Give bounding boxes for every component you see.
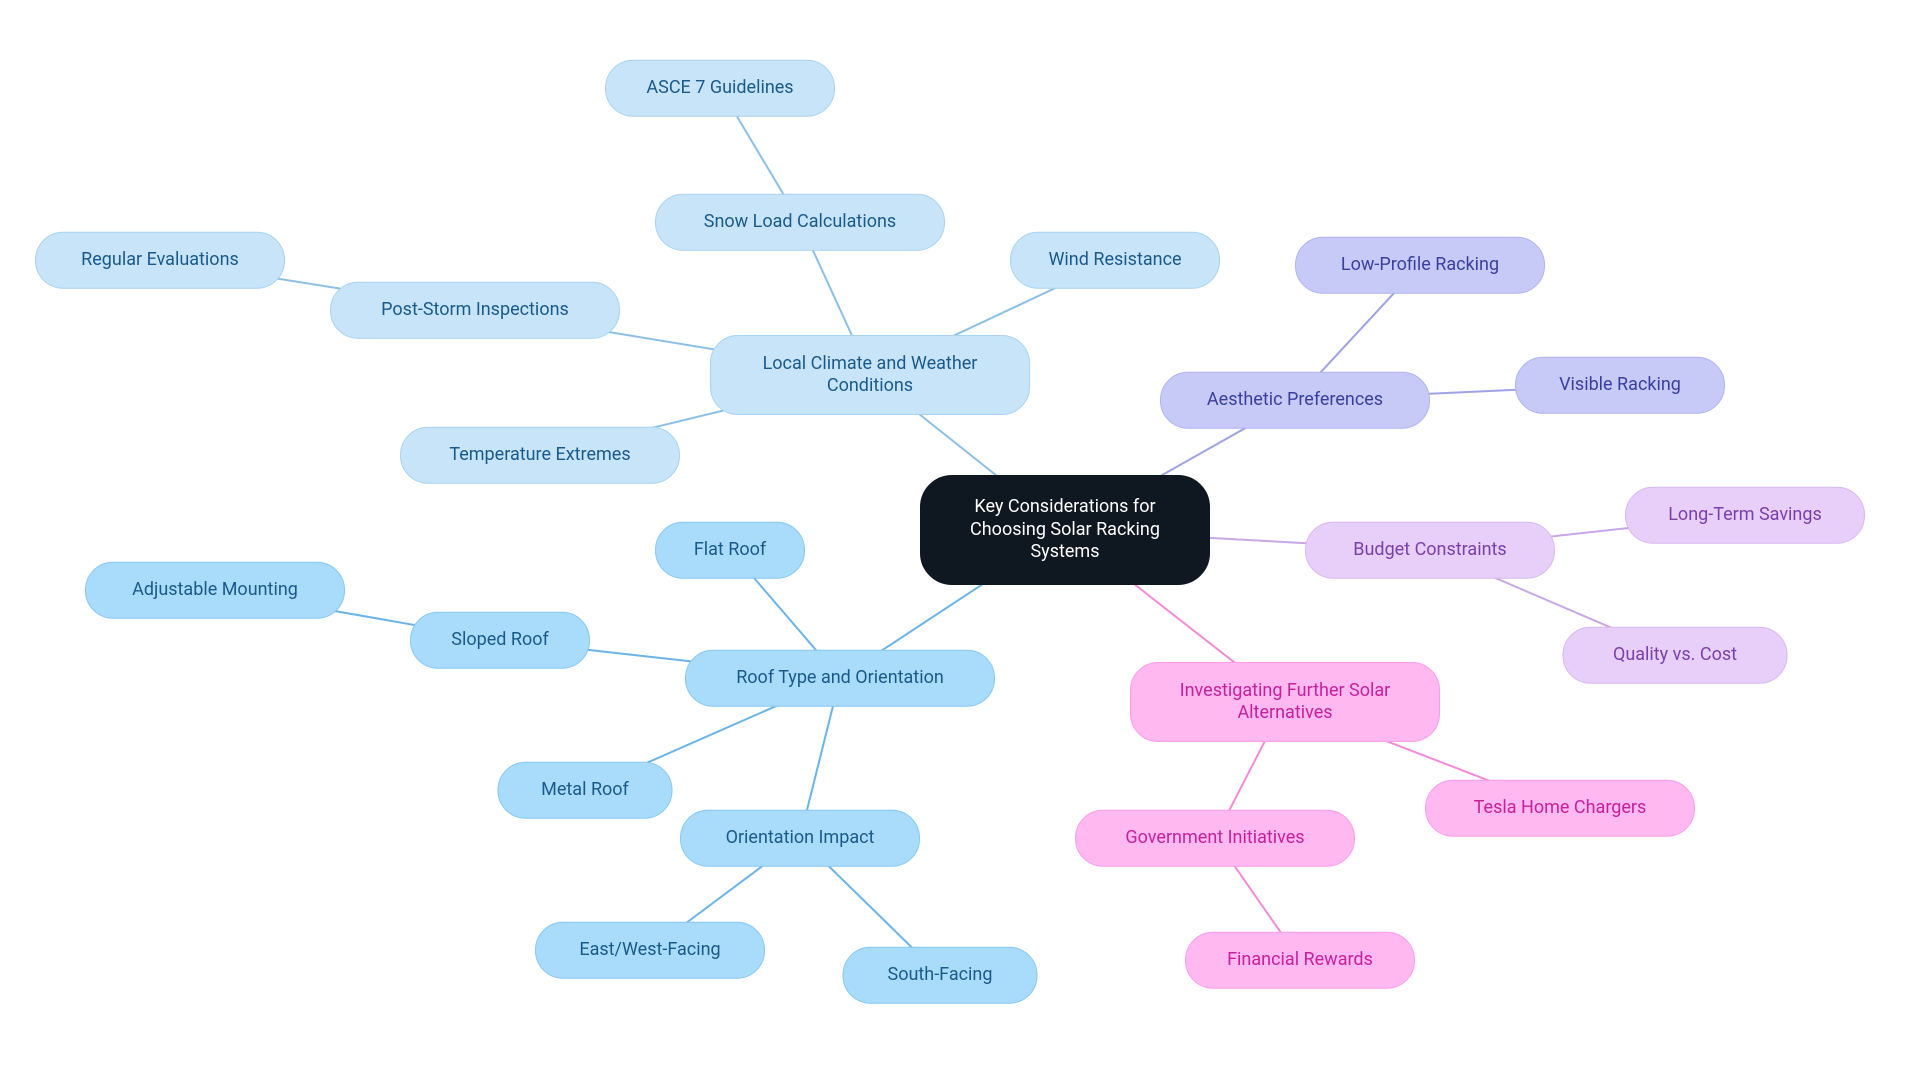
node-label: Orientation Impact xyxy=(726,827,875,850)
node-label: Post-Storm Inspections xyxy=(381,299,569,322)
node-label: ASCE 7 Guidelines xyxy=(646,77,793,100)
node-label: Metal Roof xyxy=(541,779,629,802)
node-sloped: Sloped Roof xyxy=(410,612,590,669)
node-label: Key Considerations for Choosing Solar Ra… xyxy=(970,496,1160,564)
node-label: East/West-Facing xyxy=(579,939,720,962)
node-further: Investigating Further Solar Alternatives xyxy=(1130,662,1440,742)
node-adjmnt: Adjustable Mounting xyxy=(85,562,345,619)
node-label: Adjustable Mounting xyxy=(132,579,298,602)
node-label: Investigating Further Solar Alternatives xyxy=(1180,680,1391,725)
node-label: Local Climate and Weather Conditions xyxy=(763,353,978,398)
node-label: Roof Type and Orientation xyxy=(736,667,944,690)
node-budget: Budget Constraints xyxy=(1305,522,1555,579)
node-tesla: Tesla Home Chargers xyxy=(1425,780,1695,837)
node-label: Quality vs. Cost xyxy=(1613,644,1737,667)
node-finrew: Financial Rewards xyxy=(1185,932,1415,989)
node-orient: Orientation Impact xyxy=(680,810,920,867)
node-label: Government Initiatives xyxy=(1125,827,1304,850)
node-label: Budget Constraints xyxy=(1353,539,1506,562)
node-label: Financial Rewards xyxy=(1227,949,1373,972)
node-label: Long-Term Savings xyxy=(1668,504,1822,527)
node-root: Key Considerations for Choosing Solar Ra… xyxy=(920,475,1210,585)
node-flat: Flat Roof xyxy=(655,522,805,579)
node-label: Visible Racking xyxy=(1559,374,1681,397)
node-label: Snow Load Calculations xyxy=(704,211,896,234)
node-eastwest: East/West-Facing xyxy=(535,922,765,979)
node-temp: Temperature Extremes xyxy=(400,427,680,484)
node-longterm: Long-Term Savings xyxy=(1625,487,1865,544)
node-post: Post-Storm Inspections xyxy=(330,282,620,339)
node-climate: Local Climate and Weather Conditions xyxy=(710,335,1030,415)
node-lowprof: Low-Profile Racking xyxy=(1295,237,1545,294)
node-visible: Visible Racking xyxy=(1515,357,1725,414)
node-label: Wind Resistance xyxy=(1048,249,1181,272)
node-qualcost: Quality vs. Cost xyxy=(1563,627,1788,684)
node-gov: Government Initiatives xyxy=(1075,810,1355,867)
node-label: Tesla Home Chargers xyxy=(1474,797,1647,820)
node-snow: Snow Load Calculations xyxy=(655,194,945,251)
node-label: Low-Profile Racking xyxy=(1341,254,1499,277)
node-label: Flat Roof xyxy=(694,539,766,562)
node-label: Aesthetic Preferences xyxy=(1207,389,1383,412)
mindmap-canvas: Key Considerations for Choosing Solar Ra… xyxy=(0,0,1920,1083)
node-label: Regular Evaluations xyxy=(81,249,239,272)
node-wind: Wind Resistance xyxy=(1010,232,1220,289)
node-asce: ASCE 7 Guidelines xyxy=(605,60,835,117)
node-roof: Roof Type and Orientation xyxy=(685,650,995,707)
node-south: South-Facing xyxy=(843,947,1038,1004)
node-label: South-Facing xyxy=(888,964,993,987)
node-label: Temperature Extremes xyxy=(449,444,630,467)
node-aes: Aesthetic Preferences xyxy=(1160,372,1430,429)
node-regeval: Regular Evaluations xyxy=(35,232,285,289)
node-metal: Metal Roof xyxy=(498,762,673,819)
node-label: Sloped Roof xyxy=(451,629,548,652)
